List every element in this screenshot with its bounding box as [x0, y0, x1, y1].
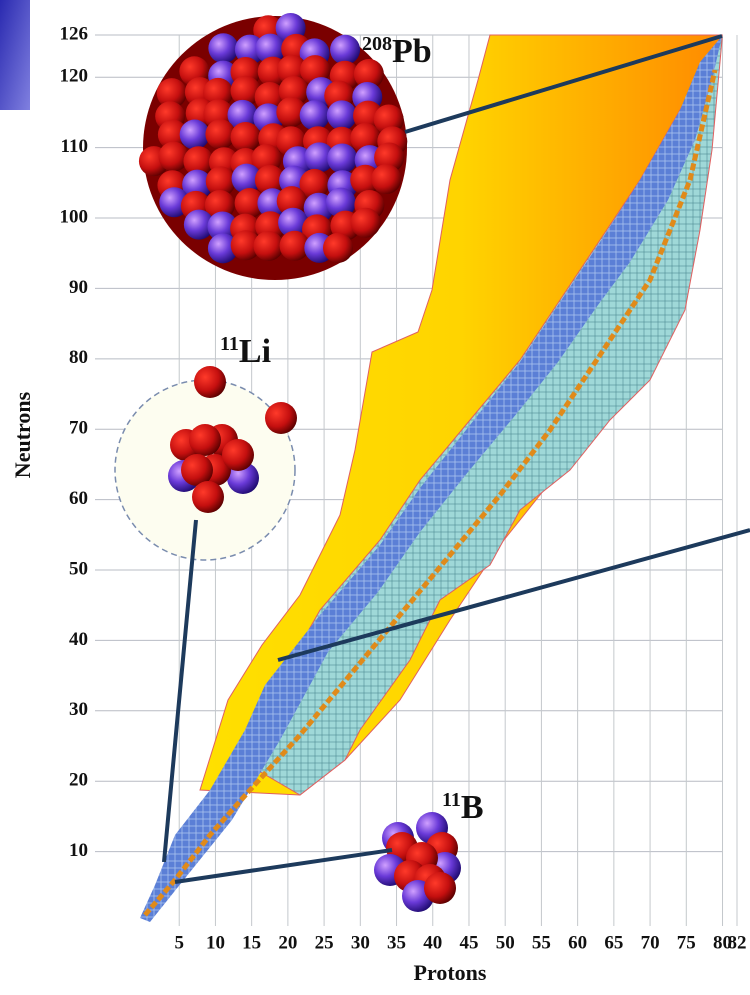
y-tick-label: 30: [69, 699, 88, 720]
x-tick-label: 45: [459, 932, 478, 953]
x-tick-label: 65: [604, 932, 623, 953]
li-label: 11Li: [220, 333, 271, 370]
y-tick-label: 60: [69, 488, 88, 509]
x-axis-label: Protons: [414, 960, 487, 985]
proton: [231, 122, 261, 152]
y-axis-label: Neutrons: [10, 391, 35, 478]
y-tick-label: 40: [69, 629, 88, 650]
proton: [222, 439, 254, 471]
proton: [265, 402, 297, 434]
corner: [0, 0, 30, 110]
proton: [371, 164, 401, 194]
y-tick-label: 50: [69, 558, 88, 579]
element: Pb: [392, 33, 432, 70]
b-label: 11B: [442, 789, 484, 826]
y-tick-label: 126: [60, 23, 89, 44]
y-tick-label: 70: [69, 418, 88, 439]
y-tick-label: 90: [69, 277, 88, 298]
element: B: [461, 789, 484, 826]
proton: [194, 366, 226, 398]
x-tick-label: 55: [532, 932, 551, 953]
x-tick-label: 10: [206, 932, 225, 953]
x-tick-label: 40: [423, 932, 442, 953]
proton: [189, 424, 221, 456]
mass-number: 208: [362, 33, 392, 55]
proton: [253, 231, 283, 261]
y-tick-label: 20: [69, 770, 88, 791]
neutron: [327, 144, 357, 174]
proton: [159, 142, 189, 172]
connector: [175, 850, 392, 882]
neutron: [327, 100, 357, 130]
y-tick-label: 120: [60, 66, 89, 87]
element: Li: [239, 333, 271, 370]
y-tick-label: 80: [69, 347, 88, 368]
x-tick-label: 5: [174, 932, 184, 953]
neutron: [330, 35, 360, 65]
y-tick-label: 110: [61, 136, 88, 157]
x-tick-label: 82: [728, 932, 747, 953]
connector: [164, 520, 196, 862]
x-tick-label: 15: [242, 932, 261, 953]
x-tick-label: 70: [641, 932, 660, 953]
x-tick-label: 60: [568, 932, 587, 953]
proton: [323, 233, 353, 263]
x-tick-label: 75: [677, 932, 696, 953]
proton: [424, 872, 456, 904]
proton: [351, 208, 381, 238]
mass-number: 11: [220, 333, 239, 355]
y-tick-label: 100: [60, 206, 89, 227]
chart: 10 20 30 40 50 60 70 80 90 100 110 120 126 5 10 15 20 25 3…: [0, 0, 750, 995]
neutron: [180, 120, 210, 150]
mass-number: 11: [442, 789, 461, 811]
proton: [192, 481, 224, 513]
x-tick-label: 50: [496, 932, 515, 953]
y-tick-label: 10: [69, 840, 88, 861]
x-tick-label: 20: [278, 932, 297, 953]
x-tick-label: 30: [351, 932, 370, 953]
x-tick-label: 25: [315, 932, 334, 953]
neutron: [208, 33, 238, 63]
neutron: [300, 100, 330, 130]
x-tick-label: 35: [387, 932, 406, 953]
